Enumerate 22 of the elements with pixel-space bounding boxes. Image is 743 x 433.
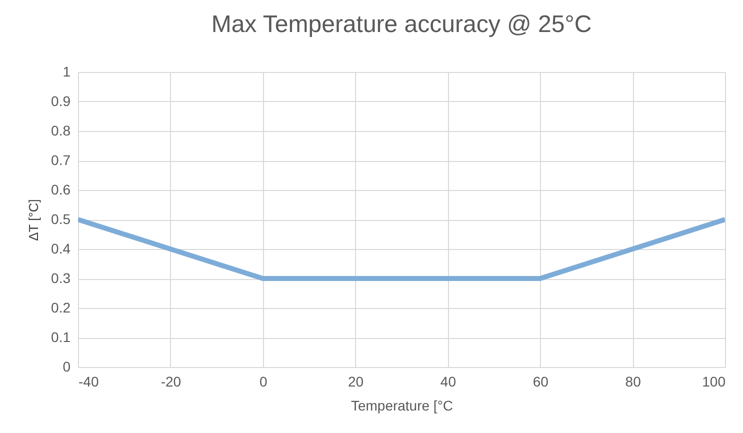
- x-tick-label: 60: [532, 374, 549, 390]
- x-tick-label: 0: [259, 374, 268, 390]
- x-tick-label: -20: [160, 374, 182, 390]
- y-tick-label: 0.9: [51, 93, 71, 109]
- y-tick-label: 0.3: [51, 270, 71, 286]
- x-tick-label: -40: [78, 374, 99, 390]
- y-tick-label: 0.7: [51, 152, 71, 168]
- y-tick-label: 0.6: [51, 182, 71, 198]
- y-tick-label: 0.2: [51, 300, 71, 316]
- y-tick-label: 1: [62, 64, 71, 80]
- x-tick-label: 40: [440, 374, 456, 390]
- y-axis-title: ΔT [°C]: [26, 199, 42, 241]
- y-tick-label: 0.5: [51, 211, 71, 227]
- y-tick-label: 0: [62, 358, 71, 374]
- x-tick-label: 100: [702, 374, 726, 390]
- x-tick-label: 80: [625, 374, 642, 390]
- y-tick-label: 0.4: [51, 240, 71, 256]
- x-axis-title: Temperature [°C: [350, 398, 454, 414]
- y-tick-label: 0.1: [51, 329, 71, 345]
- y-tick-label: 0.8: [51, 122, 71, 138]
- chart-title: Max Temperature accuracy @ 25°C: [211, 11, 592, 38]
- x-tick-label: 20: [348, 374, 364, 390]
